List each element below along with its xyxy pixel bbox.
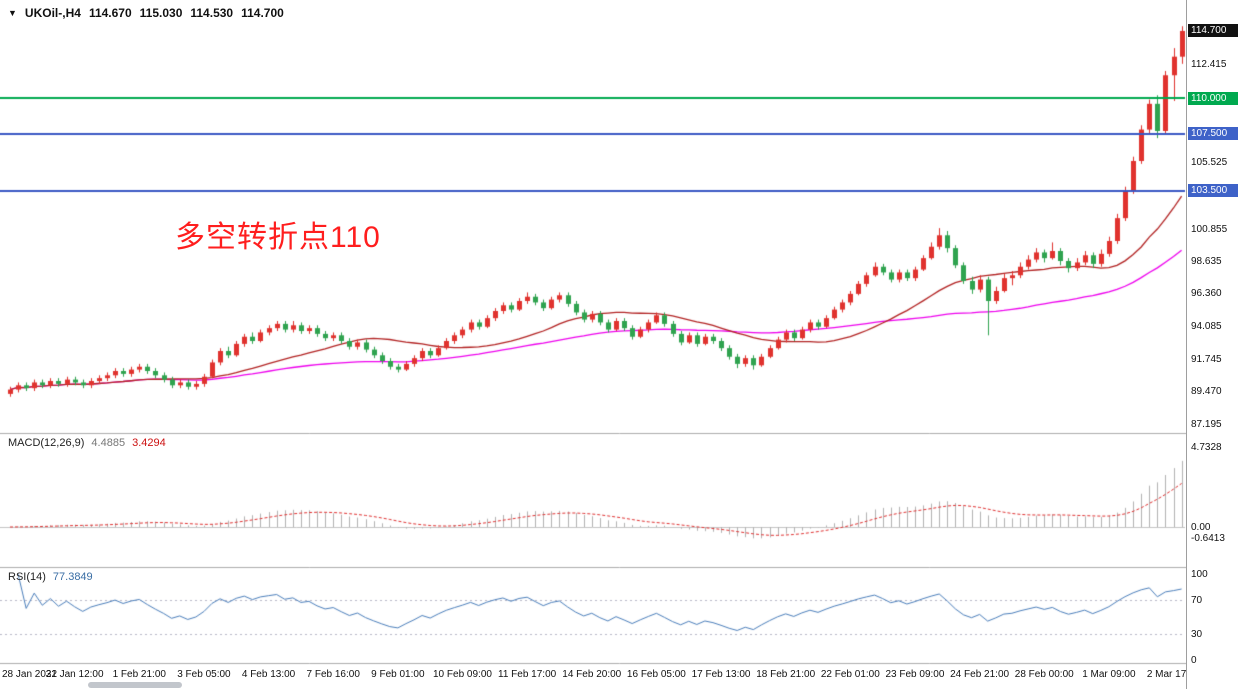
- time-axis-label: 18 Feb 21:00: [756, 669, 816, 680]
- time-axis-label: 11 Feb 17:00: [498, 669, 557, 680]
- macd-scale-label: 4.7328: [1191, 441, 1222, 453]
- price-tick-label: 94.085: [1191, 320, 1222, 332]
- time-axis-label: 28 Feb 00:00: [1014, 669, 1074, 680]
- time-axis-label: 24 Feb 21:00: [950, 669, 1010, 680]
- chart-header: ▼ UKOil-,H4 114.670 115.030 114.530 114.…: [8, 6, 284, 20]
- price-tick-label: 105.525: [1191, 157, 1228, 169]
- price-tick-label: 91.745: [1191, 353, 1222, 365]
- ohlc-close: 114.700: [241, 6, 284, 20]
- macd-scale-label: 0.00: [1191, 522, 1211, 533]
- current-price-badge: 114.700: [1188, 24, 1238, 38]
- rsi-indicator-label: RSI(14) 77.3849: [8, 571, 93, 583]
- macd-scale-label: -0.6413: [1191, 532, 1225, 544]
- price-tick-label: 89.470: [1191, 386, 1222, 398]
- time-axis-label: 1 Feb 21:00: [112, 669, 166, 680]
- time-axis-label: 7 Feb 16:00: [306, 669, 360, 680]
- time-axis-label: 28 Jan 2022: [2, 669, 58, 680]
- ohlc-open: 114.670: [88, 6, 132, 20]
- time-axis-label: 10 Feb 09:00: [433, 669, 492, 680]
- time-axis-label: 14 Feb 20:00: [562, 669, 622, 680]
- rsi-scale-label: 30: [1191, 629, 1203, 641]
- macd-indicator-label: MACD(12,26,9) 4.4885 3.4294: [8, 437, 166, 449]
- rsi-scale-label: 100: [1191, 569, 1208, 580]
- symbol-dropdown-icon[interactable]: ▼: [8, 8, 17, 18]
- price-tick-label: 100.855: [1191, 223, 1228, 235]
- bull-bear-turning-point-annotation: 多空转折点110: [175, 221, 381, 254]
- time-axis-label: 17 Feb 13:00: [691, 669, 751, 680]
- hline-price-badge: 107.500: [1188, 127, 1238, 141]
- macd-main-value: 4.4885: [91, 437, 126, 449]
- ohlc-low: 114.530: [190, 6, 234, 20]
- price-tick-label: 96.360: [1191, 288, 1222, 299]
- price-tick-label: 98.635: [1191, 255, 1222, 267]
- macd-name: MACD(12,26,9): [8, 437, 85, 449]
- rsi-value: 77.3849: [52, 571, 93, 583]
- time-axis-label: 31 Jan 12:00: [45, 669, 104, 680]
- symbol-timeframe-label: UKOil-,H4: [24, 6, 81, 20]
- time-axis-label: 4 Feb 13:00: [241, 669, 296, 680]
- time-axis-label: 1 Mar 09:00: [1082, 669, 1136, 680]
- time-axis-label: 22 Feb 01:00: [820, 669, 880, 680]
- price-tick-label: 112.415: [1191, 58, 1227, 70]
- price-tick-label: 87.195: [1191, 418, 1222, 430]
- hline-price-badge: 110.000: [1188, 91, 1238, 105]
- macd-signal-value: 3.4294: [132, 437, 166, 449]
- hline-price-badge: 103.500: [1188, 184, 1238, 198]
- time-axis-label: 9 Feb 01:00: [371, 669, 425, 680]
- price-axis-column: 112.415107.655105.525100.85598.63596.360…: [1186, 0, 1239, 689]
- horizontal-scrollbar-thumb[interactable]: [88, 682, 182, 688]
- rsi-scale-label: 70: [1191, 594, 1203, 606]
- rsi-name: RSI(14): [8, 571, 46, 583]
- time-axis-label: 2 Mar 17:00: [1146, 669, 1201, 680]
- rsi-scale-label: 0: [1191, 655, 1197, 666]
- time-axis-label: 23 Feb 09:00: [885, 669, 945, 680]
- time-axis-label: 16 Feb 05:00: [626, 669, 686, 680]
- ohlc-high: 115.030: [139, 6, 183, 20]
- time-axis-label: 3 Feb 05:00: [177, 669, 231, 680]
